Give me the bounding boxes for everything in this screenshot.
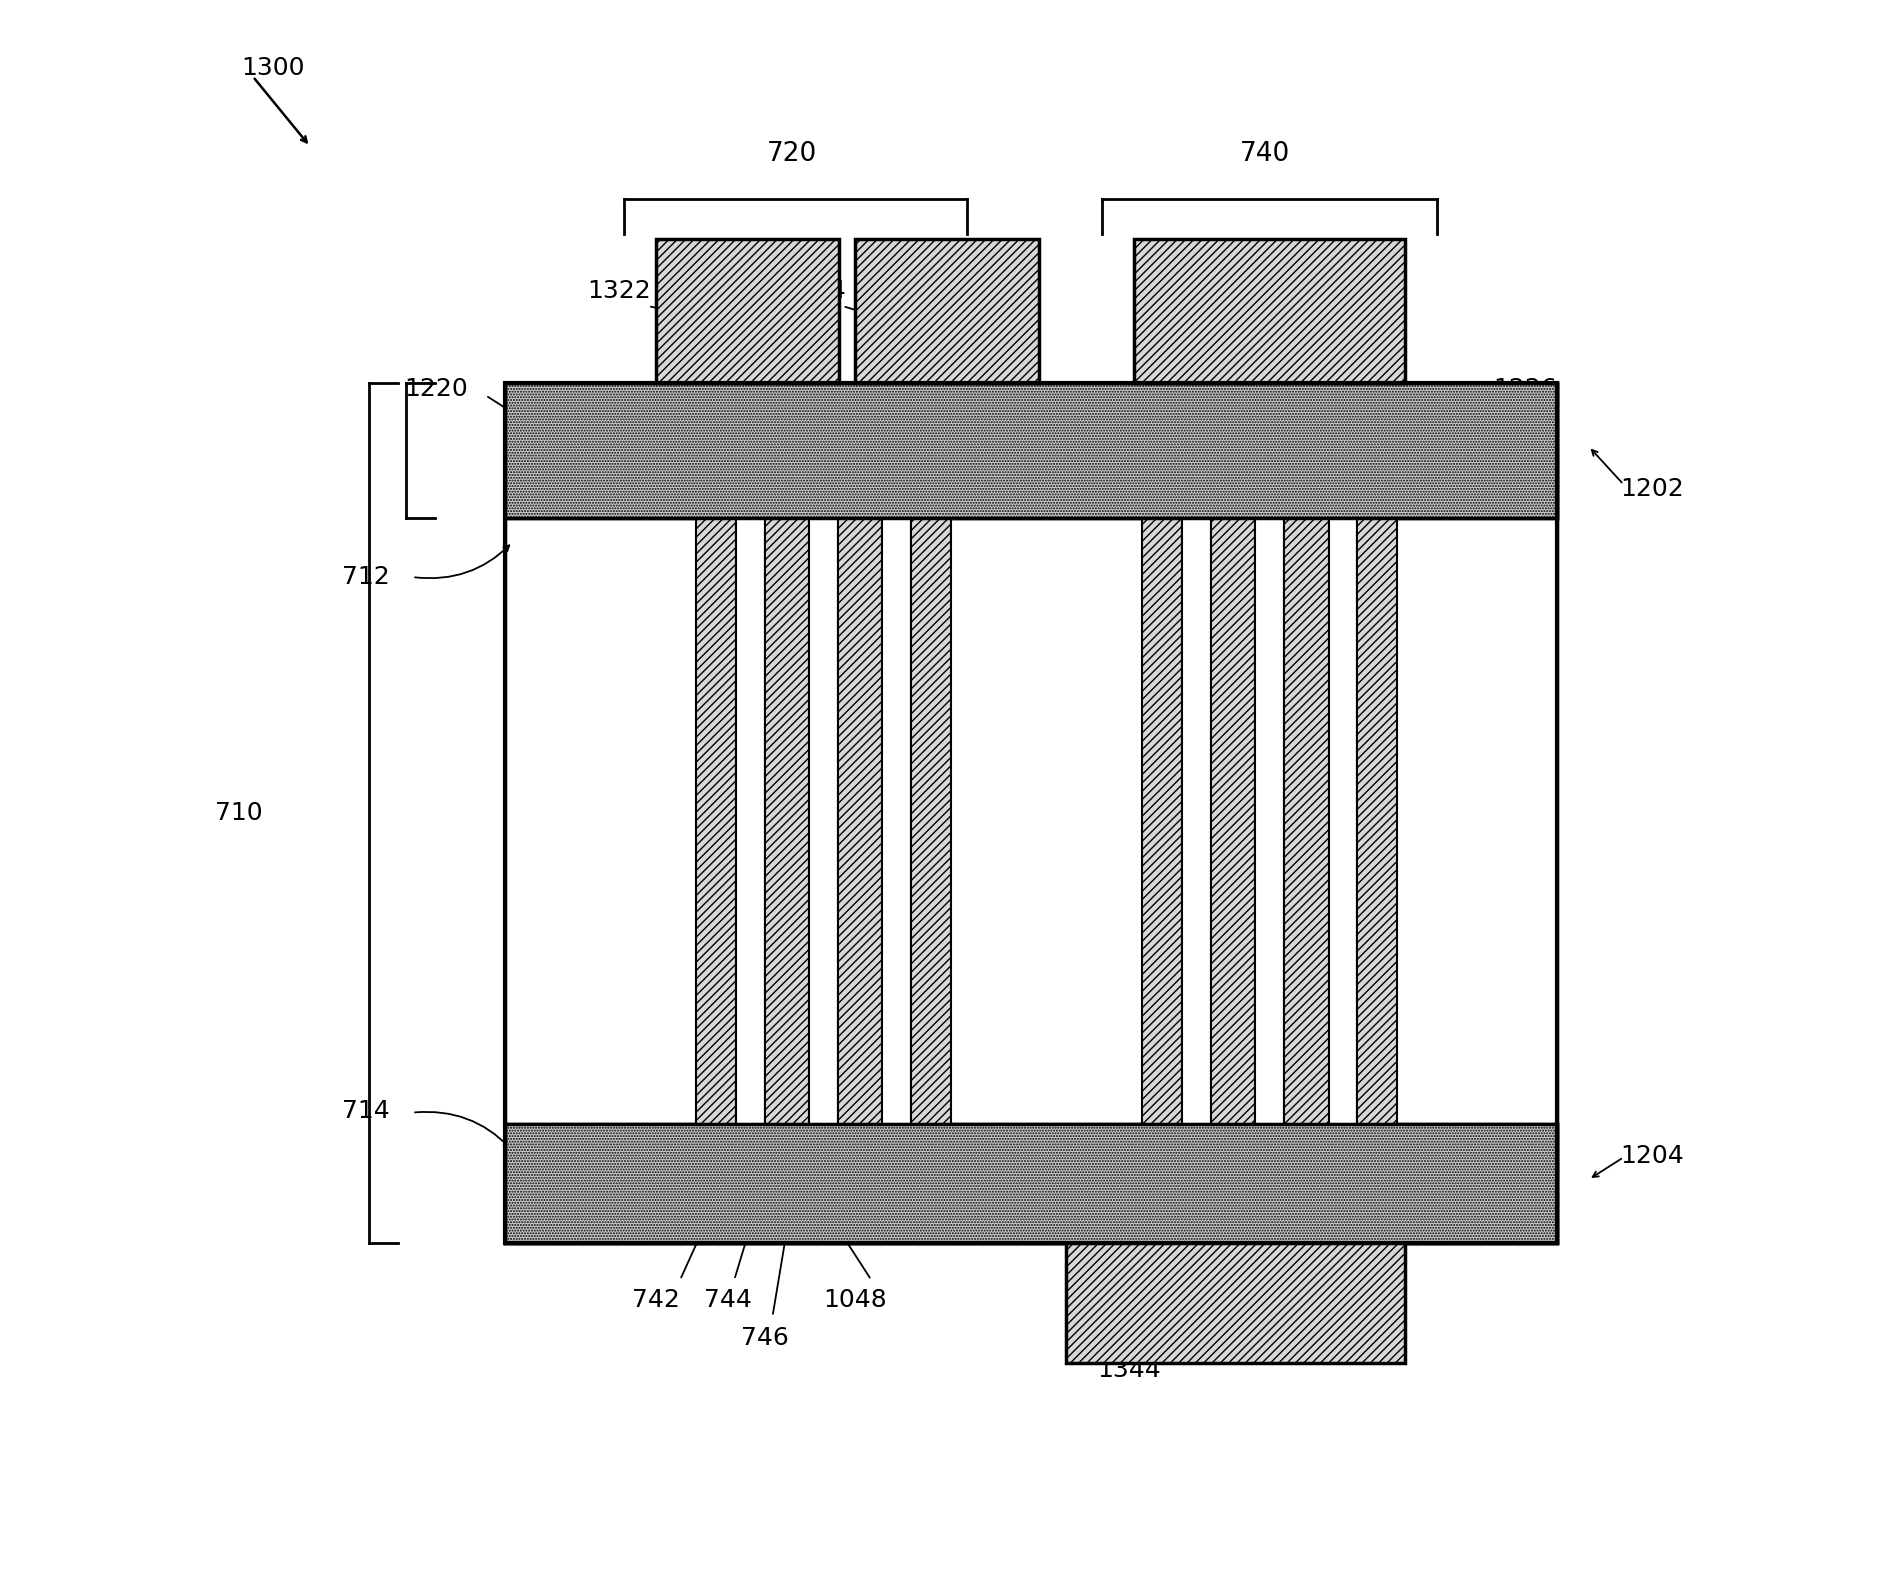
Text: 740: 740: [1240, 142, 1290, 167]
Text: 1202: 1202: [1621, 477, 1685, 502]
Text: 1324: 1324: [782, 279, 846, 303]
Bar: [1183, 518, 1212, 1124]
Bar: [1143, 518, 1183, 1124]
Bar: [1255, 518, 1284, 1124]
Bar: [837, 518, 883, 1124]
Bar: [1358, 518, 1398, 1124]
Bar: [656, 239, 839, 383]
Text: 720: 720: [767, 142, 816, 167]
Text: 746: 746: [740, 1326, 789, 1350]
Bar: [504, 383, 1556, 1243]
Bar: [504, 383, 1556, 1243]
Bar: [911, 518, 951, 1124]
Text: 714: 714: [342, 1098, 390, 1124]
Bar: [808, 518, 837, 1124]
Text: 1344: 1344: [1097, 1358, 1162, 1382]
Bar: [504, 383, 1556, 518]
Text: 742: 742: [631, 1288, 681, 1312]
Text: 710: 710: [215, 800, 262, 826]
Text: 744: 744: [704, 1288, 751, 1312]
Bar: [504, 1124, 1556, 1243]
Text: 1222: 1222: [945, 282, 1010, 306]
Bar: [1329, 518, 1358, 1124]
Text: 1322: 1322: [588, 279, 650, 303]
Text: 1224: 1224: [983, 389, 1046, 414]
Bar: [1065, 1243, 1406, 1363]
Text: 1342: 1342: [1172, 279, 1234, 303]
Bar: [1134, 239, 1406, 383]
Bar: [883, 518, 911, 1124]
Text: 1048: 1048: [824, 1288, 886, 1312]
Bar: [765, 518, 808, 1124]
Text: 1300: 1300: [242, 56, 304, 80]
Text: 1204: 1204: [1621, 1143, 1685, 1168]
Bar: [1212, 518, 1255, 1124]
Text: 712: 712: [342, 564, 390, 590]
Bar: [504, 1124, 1556, 1243]
Bar: [856, 239, 1038, 383]
Bar: [736, 518, 765, 1124]
Bar: [504, 383, 1556, 518]
Text: 1226: 1226: [1493, 376, 1558, 402]
Bar: [696, 518, 736, 1124]
Text: 1220: 1220: [405, 376, 468, 402]
Bar: [1284, 518, 1329, 1124]
